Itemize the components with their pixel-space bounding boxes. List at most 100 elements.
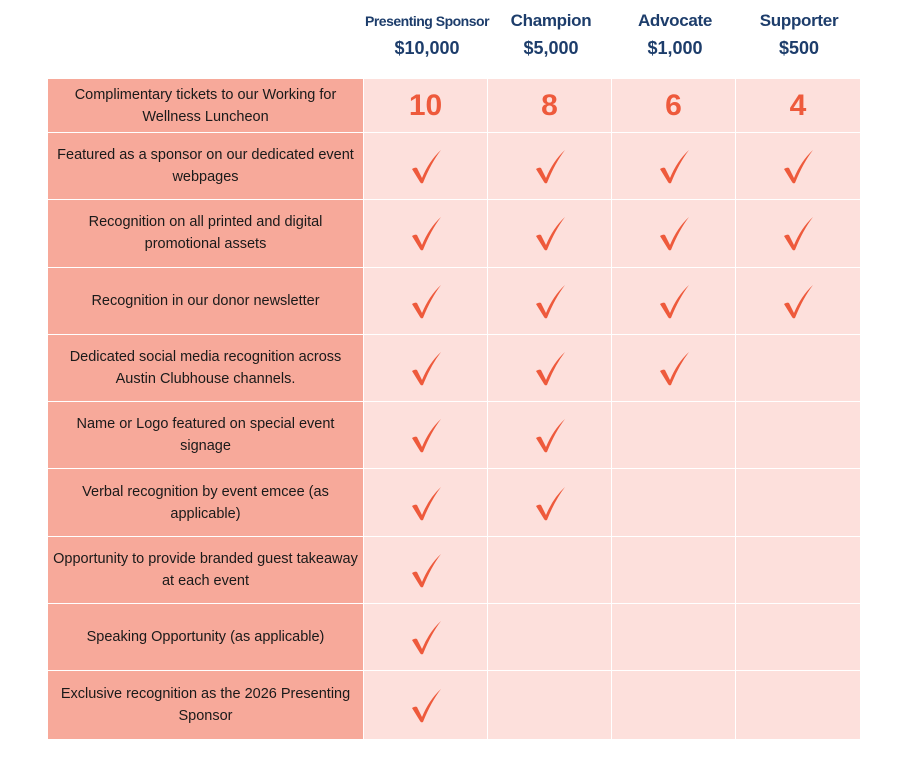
benefit-row: Speaking Opportunity (as applicable) (48, 604, 860, 672)
tier-cell (364, 133, 488, 200)
tier-cell (488, 200, 612, 267)
tier-cell (364, 402, 488, 469)
benefit-label: Name or Logo featured on special event s… (48, 402, 364, 469)
tier-cell: 10 (364, 79, 488, 132)
tier-cell (736, 200, 860, 267)
tier-cell (612, 334, 736, 402)
tier-header-presenting: Presenting Sponsor $10,000 (365, 8, 490, 74)
benefit-label: Speaking Opportunity (as applicable) (48, 604, 364, 671)
tier-cell (736, 334, 860, 402)
tier-cell (736, 402, 860, 469)
tier-cell (364, 604, 488, 671)
tier-cell (488, 334, 612, 402)
tier-cell (612, 200, 736, 267)
tier-cell (488, 671, 612, 739)
tier-cell: 6 (612, 79, 736, 132)
tier-price: $10,000 (394, 38, 460, 58)
benefits-table: Complimentary tickets to our Working for… (48, 79, 860, 739)
checkmark-icon (411, 419, 441, 453)
tier-cell (488, 402, 612, 469)
tier-price: $1,000 (647, 38, 703, 58)
tier-cell (612, 267, 736, 334)
checkmark-icon (535, 419, 565, 453)
benefit-row: Recognition in our donor newsletter (48, 267, 860, 335)
tier-price: $5,000 (523, 38, 579, 58)
benefit-row: Featured as a sponsor on our dedicated e… (48, 133, 860, 201)
tier-header-advocate: Advocate $1,000 (613, 8, 737, 74)
benefit-row: Name or Logo featured on special event s… (48, 402, 860, 470)
tier-cell (612, 469, 736, 536)
tier-cell (736, 536, 860, 604)
benefit-row: Exclusive recognition as the 2026 Presen… (48, 671, 860, 739)
tier-cell (736, 671, 860, 739)
benefit-label: Verbal recognition by event emcee (as ap… (48, 469, 364, 536)
tier-cell (364, 671, 488, 739)
tier-cell (488, 267, 612, 334)
tier-name: Champion (510, 11, 592, 30)
tier-header-supporter: Supporter $500 (737, 8, 861, 74)
checkmark-icon (535, 150, 565, 184)
benefit-row: Opportunity to provide branded guest tak… (48, 536, 860, 605)
benefit-label: Recognition in our donor newsletter (48, 267, 364, 334)
benefit-label: Opportunity to provide branded guest tak… (48, 536, 364, 604)
tier-cell: 8 (488, 79, 612, 132)
tier-cell (736, 133, 860, 200)
checkmark-icon (659, 352, 689, 386)
checkmark-icon (411, 352, 441, 386)
tier-cell (736, 469, 860, 536)
checkmark-icon (659, 284, 689, 319)
benefit-row: Verbal recognition by event emcee (as ap… (48, 469, 860, 537)
tier-cell (364, 267, 488, 334)
tier-cell (364, 334, 488, 402)
checkmark-icon (411, 150, 441, 184)
tier-cell (364, 200, 488, 267)
ticket-count: 4 (789, 88, 807, 122)
checkmark-icon (411, 217, 441, 251)
tier-cell (612, 402, 736, 469)
tier-cell (612, 604, 736, 671)
checkmark-icon (535, 352, 565, 386)
tier-cell (364, 536, 488, 604)
checkmark-icon (411, 284, 441, 319)
benefit-label: Complimentary tickets to our Working for… (48, 79, 364, 132)
benefit-label: Featured as a sponsor on our dedicated e… (48, 133, 364, 200)
checkmark-icon (535, 217, 565, 251)
checkmark-icon (784, 284, 813, 319)
checkmark-icon (784, 150, 813, 184)
benefit-row: Complimentary tickets to our Working for… (48, 79, 860, 133)
tier-cell (612, 671, 736, 739)
tier-cell (736, 604, 860, 671)
benefit-row: Recognition on all printed and digital p… (48, 200, 860, 268)
benefit-label: Dedicated social media recognition acros… (48, 334, 364, 402)
checkmark-icon (535, 284, 565, 319)
benefit-label: Exclusive recognition as the 2026 Presen… (48, 671, 364, 739)
checkmark-icon (411, 553, 441, 588)
ticket-count: 10 (408, 88, 443, 122)
tier-header-champion: Champion $5,000 (489, 8, 613, 74)
tier-cell (488, 536, 612, 604)
checkmark-icon (411, 689, 441, 723)
tier-cell (488, 604, 612, 671)
tier-name: Advocate (637, 11, 713, 30)
checkmark-icon (411, 621, 441, 655)
benefit-label: Recognition on all printed and digital p… (48, 200, 364, 267)
checkmark-icon (659, 217, 689, 251)
ticket-count: 8 (541, 88, 558, 122)
tier-name: Supporter (759, 11, 839, 30)
checkmark-icon (784, 217, 813, 251)
tier-cell (364, 469, 488, 536)
checkmark-icon (659, 150, 689, 184)
checkmark-icon (535, 486, 565, 520)
checkmark-icon (411, 486, 441, 520)
ticket-count: 6 (665, 88, 682, 122)
tier-cell (612, 133, 736, 200)
tier-name: Presenting Sponsor (365, 13, 490, 29)
tier-cell (612, 536, 736, 604)
tier-cell (488, 133, 612, 200)
tier-header-row: Presenting Sponsor $10,000 Champion $5,0… (365, 8, 861, 74)
benefit-row: Dedicated social media recognition acros… (48, 334, 860, 403)
tier-cell: 4 (736, 79, 860, 132)
tier-cell (488, 469, 612, 536)
tier-price: $500 (778, 38, 820, 58)
tier-cell (736, 267, 860, 334)
